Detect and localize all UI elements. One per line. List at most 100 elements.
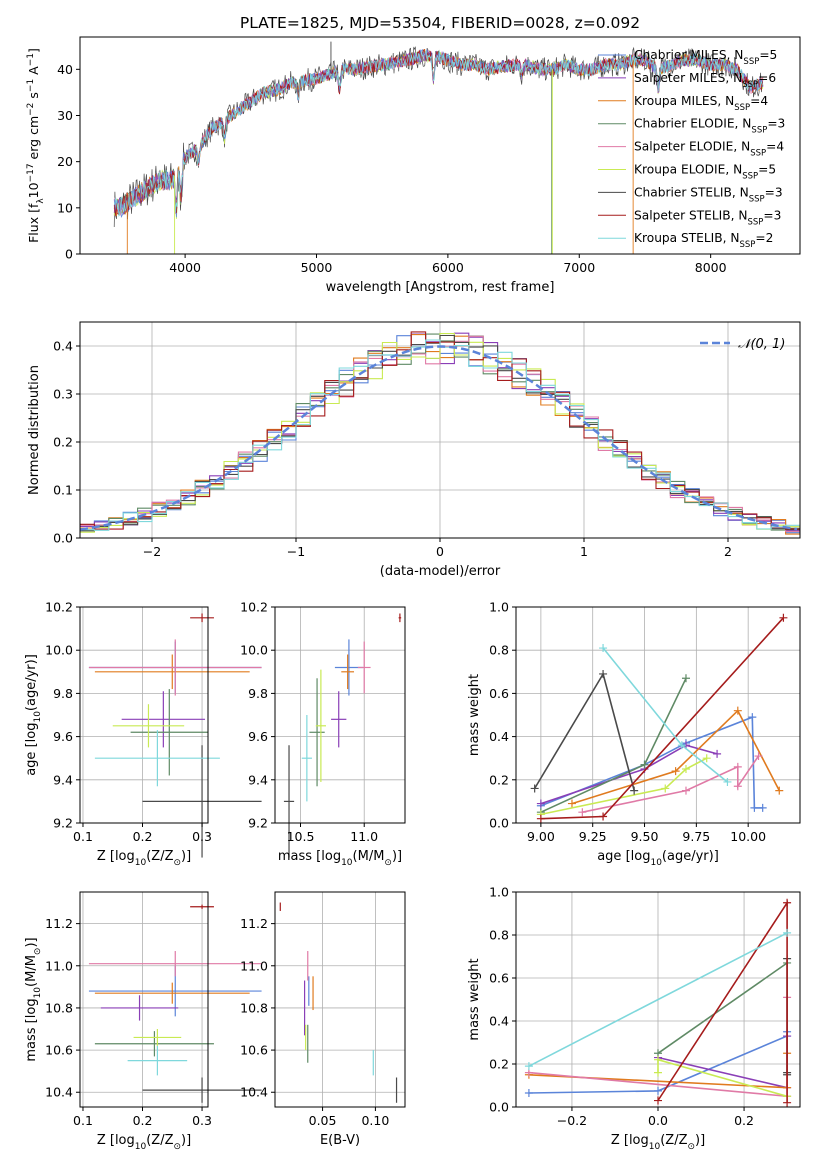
legend-label: Salpeter STELIB, NSSP=3 [634, 208, 781, 227]
plot-frame [79, 36, 801, 255]
x-tick-label: −0.2 [557, 1113, 587, 1128]
figure-title: PLATE=1825, MJD=53504, FIBERID=0028, z=0… [240, 14, 640, 32]
x-tick-label: 0.1 [73, 829, 93, 844]
mass-weight-marker [750, 803, 759, 812]
errorbar-point [341, 654, 355, 690]
y-tick-label: 9.2 [248, 816, 268, 831]
plot-frame [515, 606, 801, 824]
y-tick-label: 0.6 [489, 686, 509, 701]
y-tick-label: 10.6 [45, 1043, 73, 1058]
y-tick-label: 10.6 [240, 1043, 268, 1058]
mass-weight-marker [599, 669, 608, 678]
x-axis-label: mass [log10(M/M⊙)] [278, 849, 402, 868]
x-tick-label: 0.1 [73, 1113, 93, 1128]
y-tick-label: 0.0 [489, 1100, 509, 1115]
x-tick-label: 10.5 [287, 829, 315, 844]
y-axis-label: mass weight [467, 958, 482, 1040]
y-tick-label: 0 [65, 247, 73, 262]
x-tick-label: 1 [580, 544, 588, 559]
x-tick-label: 8000 [695, 260, 727, 275]
y-tick-label: 1.0 [489, 885, 509, 900]
y-axis-label: Normed distribution [27, 365, 42, 495]
spectrum-panel: 4000 5000 6000 7000 8000 0 10 20 30 40 wavelength … [26, 36, 801, 295]
residuals-legend: 𝒩(0, 1) [700, 337, 785, 352]
y-axis-label: Flux [fλ10−17 erg cm−2 s−1 A−1] [26, 48, 46, 243]
x-tick-label: 6000 [432, 260, 464, 275]
x-axis-label: E(B-V) [320, 1133, 360, 1148]
y-tick-label: 11.0 [45, 958, 73, 973]
y-tick-label: 0.0 [489, 816, 509, 831]
legend-label: Kroupa MILES, NSSP=4 [634, 94, 768, 113]
errorbar-point [301, 715, 312, 802]
y-tick-label: 1.0 [489, 600, 509, 615]
x-tick-label: 0.3 [192, 829, 212, 844]
legend-label: Chabrier STELIB, NSSP=3 [634, 185, 783, 204]
y-tick-label: 0.3 [53, 387, 73, 402]
y-tick-label: 10.0 [240, 643, 268, 658]
x-tick-label: 0 [436, 544, 444, 559]
errorbar-point [130, 689, 208, 776]
spectrum-legend: Chabrier MILES, NSSP=5 Salpeter MILES, NS… [598, 48, 785, 250]
y-tick-label: 10 [57, 200, 73, 215]
x-tick-label: 9.25 [579, 829, 607, 844]
normal-curve [79, 345, 798, 531]
y-axis-label: mass weight [467, 674, 482, 756]
errorbar-point [88, 639, 262, 696]
y-tick-label: 40 [57, 62, 73, 77]
y-tick-label: 0.8 [489, 928, 509, 943]
errorbar-point [283, 745, 295, 858]
x-tick-label: −1 [287, 544, 305, 559]
mass-weight-marker [754, 752, 763, 761]
mass-weight-marker [733, 706, 742, 715]
mass-weight-line [528, 932, 788, 1067]
y-tick-label: 10.0 [45, 643, 73, 658]
y-tick-label: 10.8 [240, 1000, 268, 1015]
x-axis-label: (data-model)/error [380, 564, 501, 579]
errorbar-point [133, 1029, 182, 1046]
mass-weight-line [540, 744, 718, 805]
y-tick-label: 0.2 [489, 1057, 509, 1072]
x-tick-label: −2 [143, 544, 161, 559]
mass-weight-marker [681, 765, 690, 773]
errorbar-point [88, 951, 262, 977]
mass-weight-marker [567, 799, 576, 808]
mass-weight-marker [723, 777, 732, 786]
mass-weight-line [602, 647, 728, 783]
x-axis-label: Z [log10(Z/Z⊙)] [97, 849, 191, 868]
y-tick-label: 11.2 [45, 916, 73, 931]
y-tick-label: 0.8 [489, 643, 509, 658]
legend-label: Kroupa ELODIE, NSSP=5 [634, 163, 776, 182]
residuals-marks [79, 331, 800, 535]
errorbar-point [315, 669, 326, 782]
mass-weight-marker [536, 814, 545, 823]
y-tick-label: 9.2 [53, 816, 73, 831]
x-tick-label: 9.00 [527, 829, 555, 844]
errorbar-point [190, 904, 214, 909]
mass-weight-marker [733, 782, 742, 791]
x-axis-label: Z [log10(Z/Z⊙)] [611, 1133, 705, 1152]
y-tick-label: 10.2 [45, 600, 73, 615]
errorbar-point [112, 704, 185, 748]
y-tick-label: 9.8 [248, 686, 268, 701]
errorbar-point [100, 995, 179, 1021]
legend-label: Salpeter ELODIE, NSSP=4 [634, 140, 784, 159]
mass-weight-marker [654, 1068, 662, 1077]
x-tick-label: 11.0 [350, 829, 378, 844]
errorbar-point [94, 982, 250, 1004]
y-tick-label: 11.2 [240, 916, 268, 931]
mass-weight-line [657, 962, 788, 1054]
mass-weight-marker [783, 898, 792, 907]
y-tick-label: 0.2 [53, 435, 73, 450]
x-tick-label: 0.3 [192, 1113, 212, 1128]
x-tick-label: 0.2 [734, 1113, 754, 1128]
mass-weight-marker [661, 784, 670, 793]
mass-weight-marker [681, 674, 690, 683]
plot-frame [274, 891, 406, 1108]
errorbar-point [190, 613, 214, 623]
mass_weight_vs_age-panel: 9.00 9.25 9.50 9.75 10.00 0.0 0.2 0.4 0.6 0.8 1.0 a… [467, 600, 801, 868]
y-tick-label: 0.2 [489, 772, 509, 787]
y-tick-label: 10.4 [45, 1085, 73, 1100]
mass_weight_vs_age-marks [530, 613, 788, 823]
mass-weight-line [534, 671, 635, 791]
